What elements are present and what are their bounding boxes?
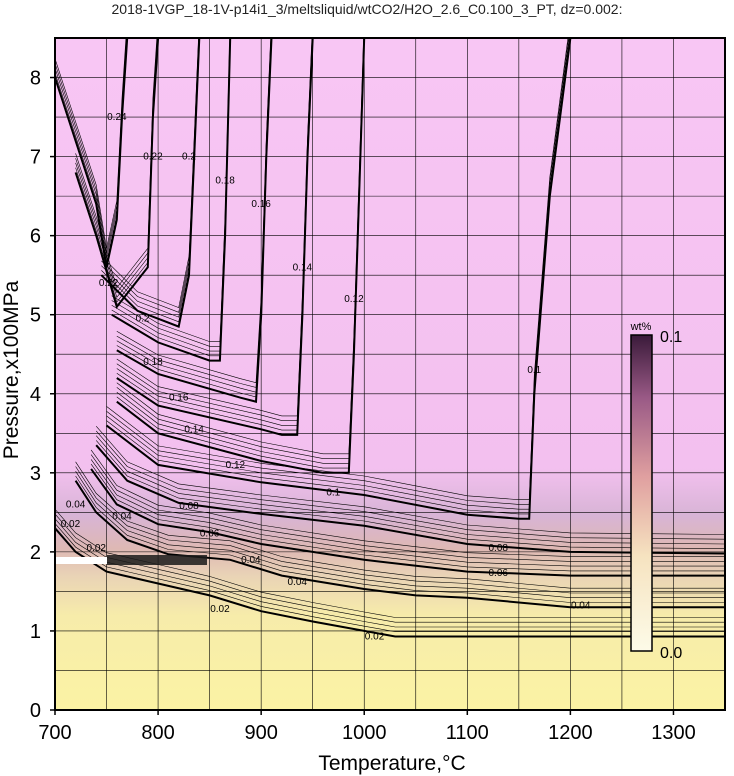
- y-tick-label: 4: [30, 384, 41, 406]
- colorbar-scale: [630, 334, 653, 652]
- y-tick-label: 1: [30, 621, 41, 643]
- isoline: [75, 475, 725, 603]
- contour-label: 0.16: [169, 393, 189, 404]
- isoline: [55, 513, 725, 623]
- contour-label: 0.06: [488, 568, 508, 579]
- contour-label: 0.04: [241, 555, 261, 566]
- colorbar-min-label: 0.0: [660, 645, 682, 662]
- contour-label: 0.2: [182, 152, 196, 163]
- x-tick-label: 1200: [548, 722, 593, 744]
- x-tick-label: 900: [244, 722, 277, 744]
- contour-line: [74, 480, 725, 609]
- contour-label: 0.04: [112, 511, 132, 522]
- contour-label: 0.02: [61, 519, 81, 530]
- contour-line: [100, 38, 201, 328]
- x-tick-label: 700: [38, 722, 71, 744]
- contour-label: 0.08: [179, 501, 199, 512]
- major-contours: [55, 38, 725, 638]
- y-tick-label: 6: [30, 226, 41, 248]
- isoline: [75, 38, 158, 289]
- y-axis-ticks: 0 1 2 3 4 5 6 7 8: [30, 68, 55, 722]
- y-tick-label: 3: [30, 463, 41, 485]
- plot-area: 0.02 0.02 0.02 0.02 0.04 0.04 0.04 0.04 0.04 0.06…: [55, 38, 725, 710]
- contour-label: 0.02: [86, 543, 106, 554]
- dense-contour-band: [107, 555, 207, 565]
- contour-label: 0.08: [488, 543, 508, 554]
- contour-line: [74, 38, 160, 309]
- contour-line: [95, 444, 725, 555]
- contour-label: 0.22: [143, 152, 163, 163]
- contour-line: [116, 38, 314, 436]
- contour-label: 0.14: [184, 424, 204, 435]
- chart-title: 2018-1VGP_18-1V-p14i1_3/meltsliquid/wtCO…: [112, 1, 623, 17]
- contour-label: 0.1: [326, 488, 340, 499]
- contour-line: [55, 38, 129, 268]
- y-tick-label: 2: [30, 542, 41, 564]
- colorbar-max-label: 0.1: [660, 329, 682, 346]
- contour-label: 0.18: [143, 357, 163, 368]
- isoline: [75, 461, 725, 589]
- contour-label: 0.24: [107, 112, 127, 123]
- contour-line: [116, 38, 366, 474]
- y-tick-label: 5: [30, 305, 41, 327]
- y-tick-label: 0: [30, 700, 41, 722]
- isoline: [75, 466, 725, 594]
- contour-label: 0.04: [66, 499, 86, 510]
- contour-label: 0.04: [571, 601, 591, 612]
- contour-line: [90, 468, 725, 577]
- contour-label: 0.04: [287, 577, 307, 588]
- plot-frame: [54, 37, 726, 711]
- isoline: [55, 509, 725, 618]
- contour-label: 0.02: [210, 604, 230, 615]
- field-background: [55, 38, 725, 710]
- contour-label: 0.2: [136, 314, 150, 325]
- contour-line: [55, 527, 725, 638]
- contour-label: 0.12: [344, 294, 364, 305]
- x-tick-label: 1000: [342, 722, 387, 744]
- colorbar-unit: wt%: [630, 321, 652, 333]
- contour-line: [105, 38, 572, 520]
- x-tick-label: 800: [141, 722, 174, 744]
- y-axis-label: Pressure,x100MPa: [0, 280, 23, 459]
- colorbar: wt% 0.1 0.0: [630, 321, 683, 662]
- contour-label: 0.06: [200, 529, 220, 540]
- contour-line: [111, 38, 232, 362]
- x-axis-ticks: 700 800 900 1000 1100 1200 1300: [38, 710, 696, 744]
- contour-label: 0.14: [293, 262, 313, 273]
- contour-label: 0.1: [527, 365, 541, 376]
- contour-label: 0.12: [226, 460, 246, 471]
- contour-label: 0.16: [251, 199, 271, 210]
- contour-label: 0.22: [99, 278, 119, 289]
- x-tick-label: 1100: [446, 722, 489, 744]
- y-tick-label: 7: [30, 147, 41, 169]
- contour-label: 0.18: [215, 175, 235, 186]
- contour-label: 0.02: [365, 631, 385, 642]
- contour-line: [116, 38, 273, 403]
- grid-lines: [55, 38, 725, 710]
- contour-labels: 0.02 0.02 0.02 0.02 0.04 0.04 0.04 0.04 0.04 0.06…: [61, 112, 591, 642]
- x-axis-label: Temperature,°C: [318, 752, 465, 775]
- y-tick-label: 8: [30, 68, 41, 90]
- x-tick-label: 1300: [651, 722, 696, 744]
- data-gap-band: [55, 557, 107, 564]
